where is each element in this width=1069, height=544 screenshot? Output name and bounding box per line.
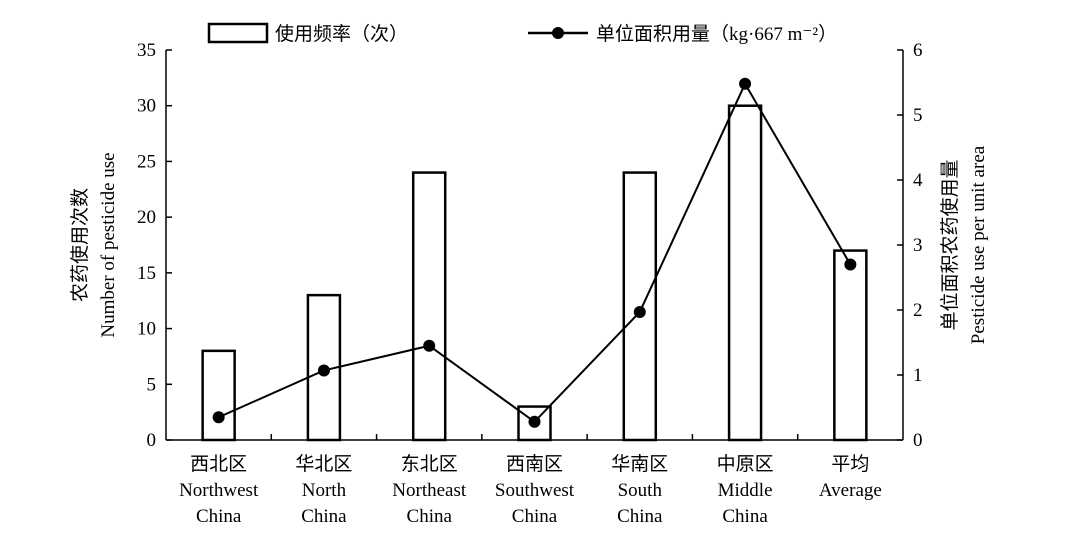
- bar: [201, 349, 236, 442]
- left-tick-label: 15: [137, 263, 156, 284]
- bar: [411, 171, 447, 442]
- line-point: [317, 364, 330, 377]
- legend-label-bar: 使用频率（次）: [275, 23, 408, 45]
- right-tick-label: 3: [913, 235, 923, 256]
- category-label: 平均: [831, 453, 869, 475]
- line-point: [212, 411, 225, 424]
- left-tick-label: 25: [137, 151, 156, 172]
- legend-line-marker: [552, 27, 564, 39]
- category-label: Average: [819, 480, 882, 501]
- legend: 使用频率（次） 单位面积用量（kg·667 m⁻²）: [207, 22, 837, 45]
- category-label: 中原区: [717, 453, 774, 475]
- category-label: 东北区: [401, 453, 458, 475]
- category-label: China: [196, 506, 242, 527]
- category-label: Southwest: [495, 480, 575, 501]
- left-tick-label: 0: [147, 430, 157, 451]
- right-tick-label: 5: [913, 105, 923, 126]
- line-point: [844, 258, 857, 271]
- category-label: South: [618, 480, 663, 501]
- y2-axis-title: Pesticide use per unit area: [968, 145, 989, 344]
- category-label: 西北区: [190, 453, 247, 475]
- category-label: China: [512, 506, 558, 527]
- category-label: China: [301, 506, 347, 527]
- line-point: [528, 415, 541, 428]
- right-tick-label: 0: [913, 430, 923, 451]
- right-tick-label: 4: [913, 170, 923, 191]
- category-label: 西南区: [506, 453, 563, 475]
- category-label: China: [407, 506, 453, 527]
- legend-bar-swatch: [207, 22, 269, 44]
- bar: [622, 171, 658, 442]
- left-tick-label: 10: [137, 319, 156, 340]
- left-tick-label: 30: [137, 96, 156, 117]
- legend-label-line: 单位面积用量（kg·667 m⁻²）: [596, 23, 837, 45]
- category-label: 华北区: [295, 453, 352, 475]
- right-tick-label: 2: [913, 300, 923, 321]
- right-tick-label: 1: [913, 365, 923, 386]
- plot-area: 0 5 10 15 20 25 30 35 0 1 2 3 4 5 6 西北区 Northwest China 华北…: [69, 40, 989, 527]
- bar: [727, 104, 763, 442]
- right-tick-label: 6: [913, 40, 923, 61]
- y-axis-title: Number of pesticide use: [98, 152, 119, 337]
- category-label: Middle: [718, 480, 773, 501]
- line-point: [739, 77, 752, 90]
- category-label: Northwest: [179, 480, 259, 501]
- left-tick-label: 20: [137, 207, 156, 228]
- category-label: North: [302, 480, 347, 501]
- category-label: Northeast: [392, 480, 467, 501]
- bar: [833, 249, 868, 442]
- category-label: China: [617, 506, 663, 527]
- y2-axis-title: 单位面积农药使用量: [939, 159, 961, 330]
- category-label: China: [722, 506, 768, 527]
- category-label: 华南区: [611, 453, 668, 475]
- left-tick-label: 35: [137, 40, 156, 61]
- y-axis-title: 农药使用次数: [69, 188, 91, 302]
- line-point: [423, 339, 436, 352]
- line-point: [633, 305, 646, 318]
- left-tick-label: 5: [147, 374, 157, 395]
